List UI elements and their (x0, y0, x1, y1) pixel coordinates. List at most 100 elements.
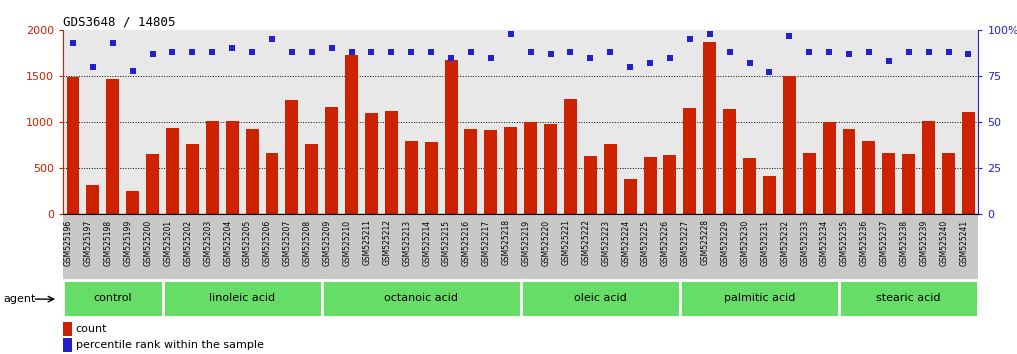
Bar (186, 144, 199, 214)
Text: GSM525207: GSM525207 (283, 219, 292, 266)
Bar (86, 185, 100, 214)
Bar (942, 153, 955, 214)
Text: GSM525208: GSM525208 (303, 219, 312, 266)
Text: percentile rank within the sample: percentile rank within the sample (75, 340, 263, 350)
Bar (704, 42, 716, 214)
Text: GSM525220: GSM525220 (541, 219, 550, 266)
Point (881, 58, 897, 64)
Point (244, 49, 260, 55)
Text: GSM525202: GSM525202 (183, 219, 192, 266)
Text: GSM525201: GSM525201 (164, 219, 173, 266)
Text: GSM525219: GSM525219 (522, 219, 531, 266)
Text: agent: agent (3, 294, 36, 304)
Point (323, 46, 340, 51)
Point (483, 55, 499, 61)
Point (860, 49, 877, 55)
Text: control: control (94, 293, 132, 303)
Bar (802, 153, 816, 214)
Point (901, 49, 917, 55)
Text: GSM525210: GSM525210 (343, 219, 352, 266)
Text: linoleic acid: linoleic acid (210, 293, 276, 303)
Point (642, 61, 658, 66)
Text: GSM525211: GSM525211 (362, 219, 371, 266)
Point (304, 49, 320, 55)
Point (801, 49, 818, 55)
Point (165, 49, 181, 55)
Point (423, 49, 439, 55)
Bar (862, 141, 876, 214)
Point (821, 49, 837, 55)
Bar (763, 176, 776, 214)
Bar (126, 191, 139, 214)
Text: GSM525196: GSM525196 (64, 219, 73, 266)
Bar (623, 179, 637, 214)
Point (65, 40, 81, 46)
Text: GSM525225: GSM525225 (641, 219, 650, 266)
Text: GSM525206: GSM525206 (263, 219, 272, 266)
Point (263, 36, 280, 42)
Text: GSM525233: GSM525233 (800, 219, 810, 266)
Point (741, 61, 758, 66)
Bar (604, 144, 616, 214)
Point (363, 49, 379, 55)
Bar (63, 322, 72, 336)
Bar (226, 121, 239, 214)
Bar (484, 130, 497, 214)
Text: stearic acid: stearic acid (877, 293, 941, 303)
Point (463, 49, 479, 55)
Bar (405, 141, 418, 214)
Text: GSM525199: GSM525199 (124, 219, 132, 266)
Text: GSM525231: GSM525231 (761, 219, 770, 266)
Bar (842, 129, 855, 214)
Text: GSM525226: GSM525226 (661, 219, 670, 266)
Bar (564, 99, 577, 214)
Point (224, 46, 240, 51)
Bar (444, 59, 458, 214)
Text: GSM525222: GSM525222 (582, 219, 590, 266)
Bar (66, 77, 79, 214)
Bar (365, 113, 378, 214)
Bar (683, 108, 697, 214)
Text: GSM525241: GSM525241 (959, 219, 968, 266)
Text: GSM525234: GSM525234 (820, 219, 829, 266)
Bar (783, 76, 795, 214)
Bar (723, 109, 736, 214)
Point (84, 64, 101, 70)
Point (204, 49, 221, 55)
Bar (265, 153, 279, 214)
Point (443, 55, 460, 61)
Point (403, 49, 419, 55)
Point (144, 51, 161, 57)
Bar (584, 156, 597, 214)
Point (602, 49, 618, 55)
Text: GSM525221: GSM525221 (561, 219, 571, 266)
Point (124, 68, 140, 73)
Point (920, 49, 937, 55)
Text: GSM525203: GSM525203 (203, 219, 213, 266)
Point (502, 31, 519, 36)
Text: palmitic acid: palmitic acid (724, 293, 795, 303)
Bar (325, 107, 338, 214)
Text: GSM525213: GSM525213 (403, 219, 411, 266)
Bar (163, 280, 321, 317)
Point (622, 64, 639, 70)
Point (681, 36, 698, 42)
Bar (305, 144, 318, 214)
Text: GSM525198: GSM525198 (104, 219, 113, 266)
Point (702, 31, 718, 36)
Point (841, 51, 857, 57)
Point (781, 33, 797, 39)
Bar (63, 338, 72, 352)
Text: GSM525212: GSM525212 (382, 219, 392, 266)
Bar (962, 112, 975, 214)
Point (960, 51, 976, 57)
Bar (107, 79, 119, 214)
Point (184, 49, 200, 55)
Text: GSM525232: GSM525232 (780, 219, 789, 266)
Bar (544, 124, 557, 214)
Text: GSM525237: GSM525237 (880, 219, 889, 266)
Text: GSM525239: GSM525239 (919, 219, 929, 266)
Text: GSM525227: GSM525227 (680, 219, 690, 266)
Point (762, 70, 778, 75)
Bar (644, 157, 657, 214)
